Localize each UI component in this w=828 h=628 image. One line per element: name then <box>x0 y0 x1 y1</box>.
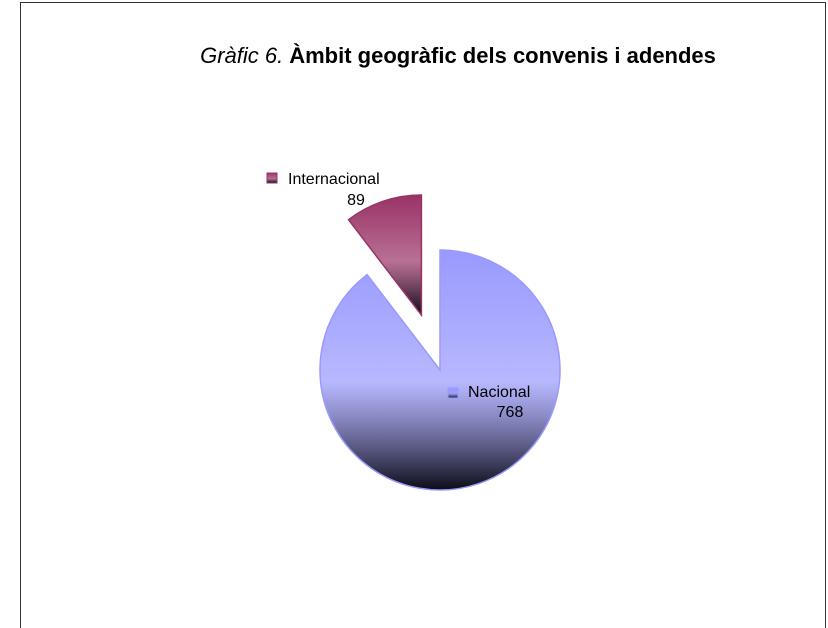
pie-slice <box>319 249 561 491</box>
chart-frame <box>20 2 826 628</box>
legend-swatch <box>266 172 278 184</box>
title-prefix: Gràfic 6. <box>200 43 283 68</box>
slice-label: Internacional <box>288 171 380 188</box>
slice-value: 768 <box>497 404 524 421</box>
slice-value: 89 <box>347 192 365 209</box>
chart-title: Gràfic 6. Àmbit geogràfic dels convenis i… <box>200 43 716 68</box>
legend-swatch <box>447 387 459 399</box>
title-main: Àmbit geogràfic dels convenis i adendes <box>289 43 716 68</box>
slice-label: Nacional <box>468 384 530 401</box>
pie-slice <box>347 194 423 318</box>
